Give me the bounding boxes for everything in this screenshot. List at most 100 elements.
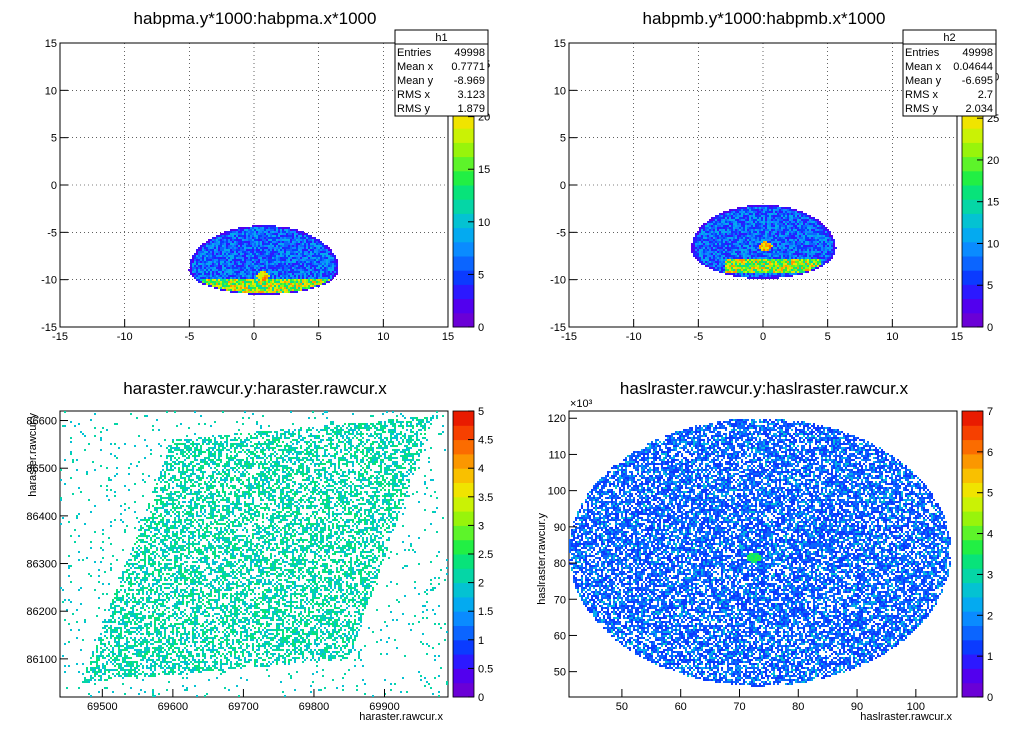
stats-box: h1Entries 49998Mean x 0.7771Mean y -8.969RM…	[395, 30, 488, 116]
heat-cell	[272, 273, 274, 275]
heat-cell	[252, 243, 254, 245]
heat-cell	[320, 247, 322, 249]
heat-cell	[90, 661, 92, 663]
heat-cell	[92, 461, 94, 463]
heat-cell	[306, 261, 308, 263]
heat-cell	[785, 209, 787, 211]
heat-cell	[110, 637, 112, 639]
heat-cell	[817, 249, 819, 251]
heat-cell	[697, 233, 699, 235]
heat-cell	[813, 229, 815, 231]
heat-cell	[254, 289, 256, 291]
heat-cell	[308, 281, 310, 283]
heat-cell	[775, 269, 777, 271]
x-axis: -15 -10 -5 0 5 10 15	[561, 319, 963, 343]
heat-cell	[761, 231, 763, 233]
heat-cell	[280, 267, 282, 269]
heat-cell	[296, 235, 298, 237]
heat-cell	[779, 245, 781, 247]
heat-cell	[222, 273, 224, 275]
heat-cell	[272, 271, 274, 273]
heat-cell	[224, 239, 226, 241]
heat-cell	[827, 253, 829, 255]
heat-cell	[799, 221, 801, 223]
heat-cell	[214, 243, 216, 245]
heat-cell	[739, 273, 741, 275]
heat-cell	[789, 215, 791, 217]
heat-cell	[731, 217, 733, 219]
heat-cell	[795, 219, 797, 221]
heat-cell	[248, 241, 250, 243]
heat-cell	[214, 269, 216, 271]
heat-cell	[200, 253, 202, 255]
heat-cell	[729, 261, 731, 263]
heat-cell	[334, 267, 336, 269]
heat-cell	[795, 245, 797, 247]
heat-cell	[755, 219, 757, 221]
heat-cell	[787, 229, 789, 231]
heat-cell	[312, 287, 314, 289]
heat-cell	[270, 257, 272, 259]
heat-cell	[763, 215, 765, 217]
heat-cell	[715, 247, 717, 249]
heat-cell	[727, 265, 729, 267]
heat-cell	[719, 247, 721, 249]
heat-cell	[745, 273, 747, 275]
heat-cell	[813, 255, 815, 257]
heat-cell	[118, 659, 120, 661]
heat-cell	[316, 249, 318, 251]
heat-cell	[745, 207, 747, 209]
heat-cell	[795, 271, 797, 273]
heat-cell	[254, 281, 256, 283]
heat-cell	[244, 273, 246, 275]
heat-cell	[226, 233, 228, 235]
heat-cell	[306, 279, 308, 281]
heat-cell	[751, 233, 753, 235]
heat-cell	[268, 251, 270, 253]
heat-cell	[775, 233, 777, 235]
heat-cell	[80, 587, 82, 589]
heat-cell	[807, 223, 809, 225]
heat-cell	[723, 219, 725, 221]
heat-cell	[725, 229, 727, 231]
heat-cell	[735, 233, 737, 235]
heat-cell	[292, 251, 294, 253]
heat-cell	[292, 267, 294, 269]
heat-cell	[787, 251, 789, 253]
heat-cell	[765, 219, 767, 221]
heat-cell	[242, 239, 244, 241]
heat-cell	[256, 273, 258, 275]
heat-cell	[805, 227, 807, 229]
heat-cell	[783, 257, 785, 259]
heat-cell	[711, 259, 713, 261]
heat-cell	[779, 253, 781, 255]
heat-cell	[238, 267, 240, 269]
heat-cell	[242, 257, 244, 259]
heat-cell	[294, 277, 296, 279]
heat-cell	[278, 267, 280, 269]
heat-cell	[793, 263, 795, 265]
heat-cell	[226, 249, 228, 251]
heat-cell	[775, 223, 777, 225]
heat-cell	[290, 231, 292, 233]
heat-cell	[743, 221, 745, 223]
heat-cell	[278, 247, 280, 249]
heat-cell	[749, 261, 751, 263]
heat-cell	[118, 637, 120, 639]
heat-cell	[767, 217, 769, 219]
heat-cell	[222, 245, 224, 247]
heat-cell	[216, 261, 218, 263]
heat-cell	[64, 459, 66, 461]
heat-cell	[749, 243, 751, 245]
heat-cell	[264, 259, 266, 261]
heat-cell	[242, 283, 244, 285]
heat-cell	[268, 245, 270, 247]
heat-cell	[254, 249, 256, 251]
y-tick-label: -15	[41, 322, 57, 334]
heat-cell	[282, 235, 284, 237]
heat-cell	[314, 239, 316, 241]
heat-cell	[308, 271, 310, 273]
heat-cell	[286, 281, 288, 283]
heat-cell	[713, 243, 715, 245]
heat-cell	[727, 217, 729, 219]
